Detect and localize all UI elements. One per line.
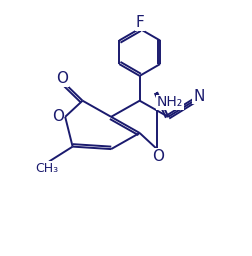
Text: CH₃: CH₃ [35, 162, 58, 175]
Text: O: O [56, 71, 68, 86]
Text: O: O [152, 148, 164, 164]
Text: F: F [135, 15, 144, 30]
Text: O: O [52, 109, 64, 124]
Text: NH₂: NH₂ [157, 95, 183, 109]
Text: N: N [193, 89, 204, 104]
